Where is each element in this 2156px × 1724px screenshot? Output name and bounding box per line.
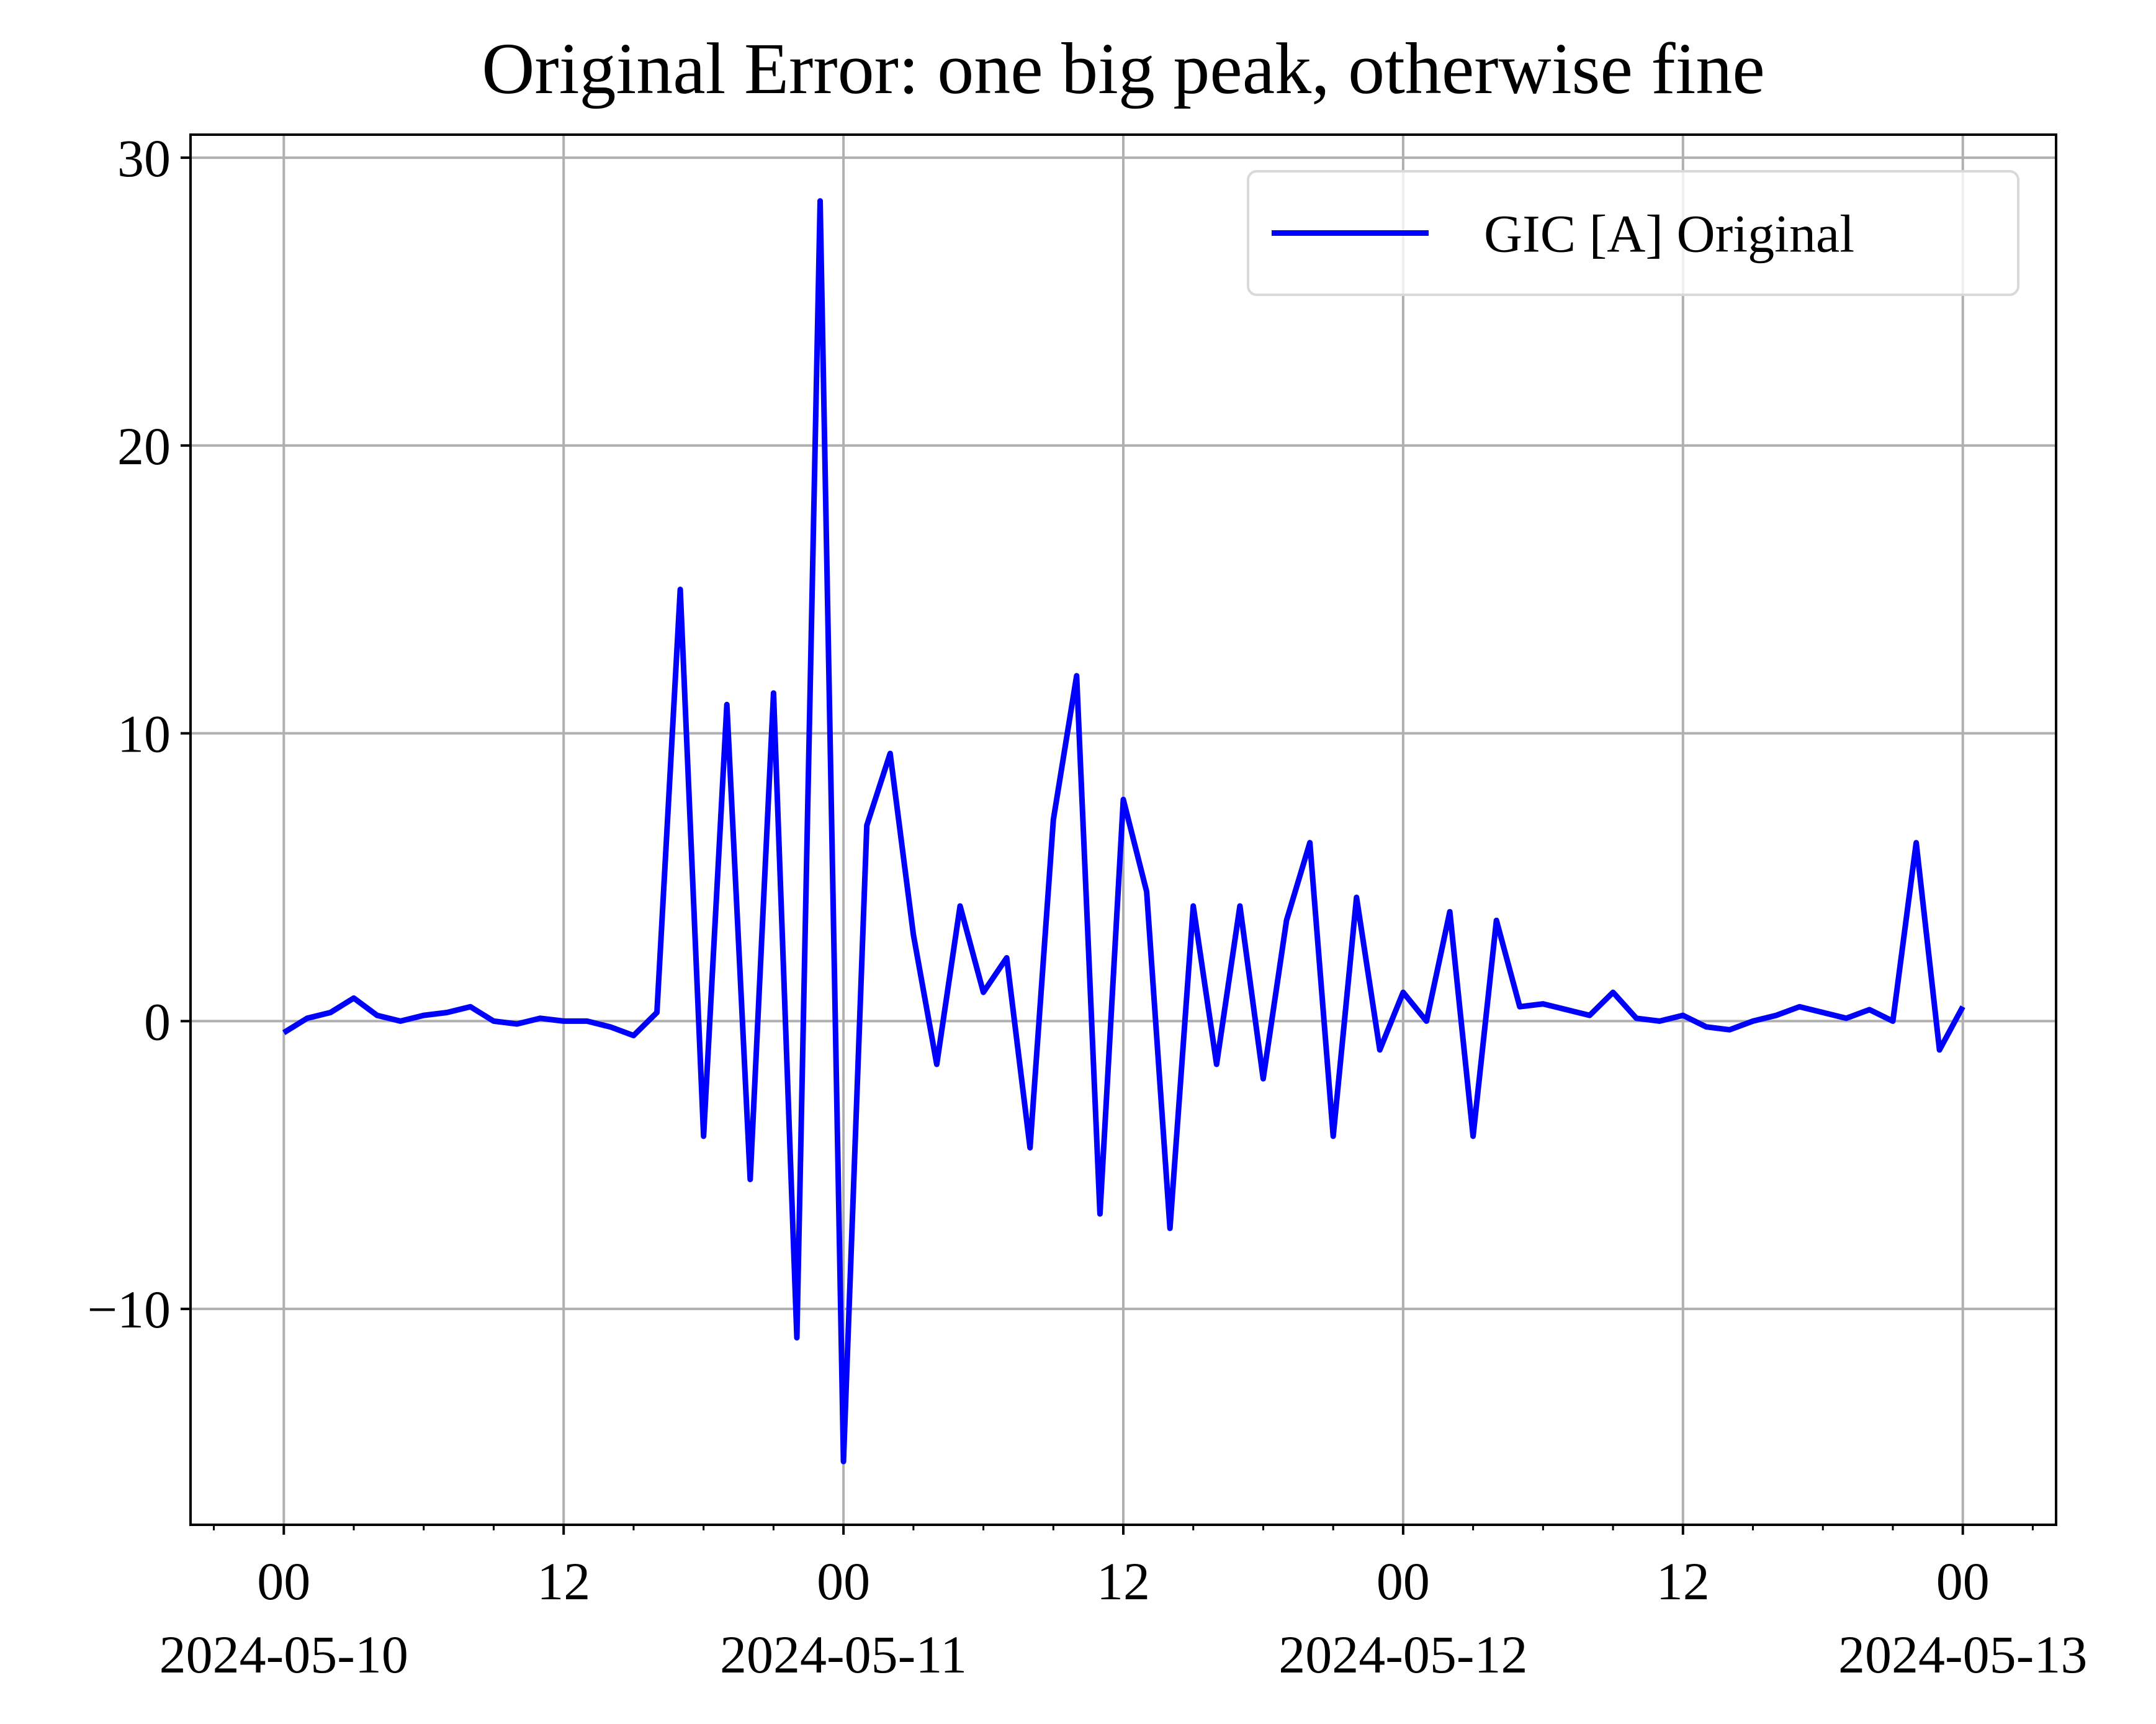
- x-tick-label: 00: [817, 1551, 870, 1611]
- x-tick-label: 2024-05-10: [159, 1625, 408, 1684]
- x-tick-label: 00: [1936, 1551, 1990, 1611]
- x-tick-label: 2024-05-12: [1278, 1625, 1527, 1684]
- x-tick-label: 2024-05-13: [1838, 1625, 2087, 1684]
- x-tick-label: 00: [257, 1551, 310, 1611]
- y-tick-label: 0: [144, 992, 171, 1051]
- x-tick-label: 00: [1377, 1551, 1430, 1611]
- y-tick-label: 30: [117, 128, 171, 188]
- legend: GIC [A] Original: [1247, 170, 2019, 296]
- y-tick-label: 20: [117, 416, 171, 476]
- plot-frame: [189, 133, 2057, 1526]
- x-tick-label: 12: [1656, 1551, 1710, 1611]
- y-tick-label: −10: [87, 1280, 171, 1339]
- x-tick-label: 12: [1097, 1551, 1150, 1611]
- legend-box: [1247, 170, 2019, 296]
- x-tick-label: 12: [537, 1551, 590, 1611]
- y-tick-label: 10: [117, 704, 171, 764]
- x-tick-label: 2024-05-11: [720, 1625, 967, 1684]
- legend-label: GIC [A] Original: [1484, 204, 1854, 264]
- chart-title: Original Error: one big peak, otherwise …: [482, 28, 1765, 109]
- data-line: [282, 198, 1965, 1465]
